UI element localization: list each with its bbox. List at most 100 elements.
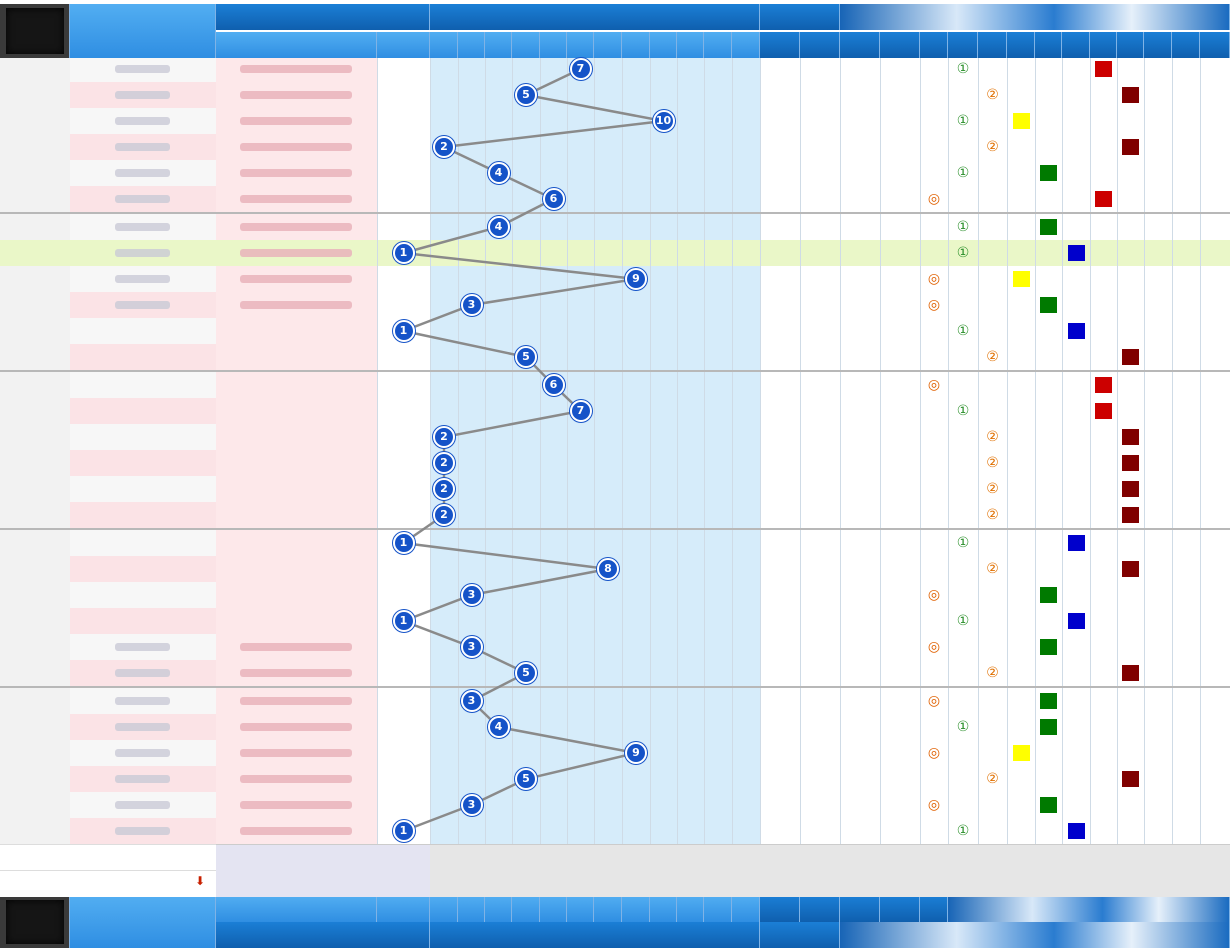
row-stats-cell bbox=[760, 792, 1230, 819]
blurred-zone1 bbox=[240, 669, 352, 677]
wuxing-mark bbox=[1067, 245, 1085, 261]
corner-logo-inner bbox=[6, 8, 64, 54]
zone2-header bbox=[377, 896, 430, 922]
grid-line bbox=[948, 56, 949, 844]
wuxing-header-3 bbox=[1090, 32, 1117, 58]
row-stats-cell bbox=[760, 292, 1230, 319]
first-number-ball: 2 bbox=[433, 504, 455, 526]
mod3-2-icon: ② bbox=[986, 429, 999, 445]
wuxing-mark bbox=[1122, 481, 1139, 497]
mod3-0-icon: ◎ bbox=[927, 191, 941, 207]
grid-line bbox=[732, 56, 733, 844]
wuxing-mark bbox=[1095, 61, 1112, 77]
mod3-1-icon: ① bbox=[956, 323, 970, 339]
first-number-ball: 7 bbox=[569, 58, 592, 80]
dist-title bbox=[430, 922, 760, 948]
first-number-ball: 1 bbox=[392, 320, 415, 342]
row-stats-cell bbox=[760, 424, 1230, 451]
blurred-period bbox=[115, 91, 170, 99]
wuxing-mark bbox=[1012, 745, 1030, 761]
first-number-ball: 5 bbox=[515, 346, 537, 368]
row-period-cell bbox=[70, 344, 216, 371]
grid-line bbox=[760, 56, 761, 844]
first-number-ball: 2 bbox=[433, 426, 455, 448]
r0-header bbox=[920, 32, 948, 58]
blurred-period bbox=[115, 669, 170, 677]
even-header bbox=[800, 32, 840, 58]
number-header-7 bbox=[594, 32, 622, 58]
mod3-1-icon: ① bbox=[956, 165, 970, 181]
row-stats-cell bbox=[760, 56, 1230, 83]
zone-band bbox=[216, 922, 430, 948]
blurred-period bbox=[115, 275, 170, 283]
number-header-2 bbox=[458, 896, 485, 922]
number-header-6 bbox=[567, 896, 594, 922]
wuxing-mark bbox=[1095, 377, 1112, 393]
blurred-zone1 bbox=[240, 723, 352, 731]
row-zone2-cell bbox=[377, 660, 430, 687]
grid-line bbox=[978, 56, 979, 844]
blurred-period bbox=[115, 643, 170, 651]
r2-header bbox=[978, 32, 1007, 58]
row-no-cell bbox=[0, 634, 70, 661]
mod3-0-icon: ◎ bbox=[927, 377, 941, 393]
zone1-header bbox=[216, 32, 377, 58]
mod3-0-icon: ◎ bbox=[927, 297, 941, 313]
grid-line bbox=[622, 56, 623, 844]
mod3-0-icon: ◎ bbox=[927, 271, 941, 287]
odd-header bbox=[760, 32, 800, 58]
grid-line bbox=[540, 56, 541, 844]
grid-line bbox=[1200, 56, 1201, 844]
arrow-down-icon[interactable]: ⬇ bbox=[194, 874, 206, 888]
group-separator bbox=[0, 212, 1230, 214]
row-period-cell bbox=[70, 582, 216, 609]
grid-line bbox=[840, 56, 841, 844]
wuxing-header-1 bbox=[1035, 32, 1062, 58]
first-number-ball: 2 bbox=[433, 452, 455, 474]
row-zone2-cell bbox=[377, 108, 430, 135]
blurred-period bbox=[115, 143, 170, 151]
blurred-zone1 bbox=[240, 195, 352, 203]
number-header-10 bbox=[677, 32, 704, 58]
row-no-cell bbox=[0, 582, 70, 609]
wuxing-mark bbox=[1067, 823, 1085, 839]
blurred-zone1 bbox=[240, 775, 352, 783]
row-stats-cell bbox=[760, 214, 1230, 241]
mod3-2-icon: ② bbox=[986, 481, 999, 497]
mod3-1-icon: ① bbox=[956, 245, 970, 261]
wuxing-mark bbox=[1040, 719, 1057, 735]
mod3-0-icon: ◎ bbox=[927, 693, 941, 709]
mod3-1-icon: ① bbox=[956, 613, 970, 629]
group-separator bbox=[0, 528, 1230, 530]
blurred-period bbox=[115, 749, 170, 757]
period-header bbox=[70, 896, 216, 948]
grid-line bbox=[677, 56, 678, 844]
blurred-zone1 bbox=[240, 827, 352, 835]
period-header bbox=[70, 4, 216, 58]
wuxing-mark bbox=[1122, 561, 1139, 577]
blurred-period bbox=[115, 301, 170, 309]
wuxing-mark bbox=[1040, 165, 1057, 181]
mod3-0-icon: ◎ bbox=[927, 797, 941, 813]
mod3-2-icon: ② bbox=[986, 507, 999, 523]
r0-header bbox=[920, 896, 948, 922]
row-no-cell bbox=[0, 398, 70, 425]
first-number-ball: 9 bbox=[625, 742, 647, 764]
wuxing-mark bbox=[1122, 429, 1139, 445]
grid-line bbox=[567, 56, 568, 844]
number-header-5 bbox=[540, 32, 567, 58]
even-header bbox=[800, 896, 840, 922]
mod3-2-icon: ② bbox=[986, 87, 999, 103]
wuxing-header-0 bbox=[1007, 32, 1035, 58]
blurred-zone1 bbox=[240, 223, 352, 231]
first-number-ball: 4 bbox=[487, 716, 510, 738]
number-header-2 bbox=[458, 32, 485, 58]
first-number-ball: 4 bbox=[487, 162, 510, 184]
row-stats-cell bbox=[760, 344, 1230, 371]
composite-header bbox=[880, 896, 920, 922]
row-period-cell bbox=[70, 556, 216, 583]
zone1-header bbox=[216, 896, 377, 922]
first-number-ball: 6 bbox=[542, 374, 565, 396]
row-stats-cell bbox=[760, 608, 1230, 635]
number-header-12 bbox=[732, 896, 760, 922]
